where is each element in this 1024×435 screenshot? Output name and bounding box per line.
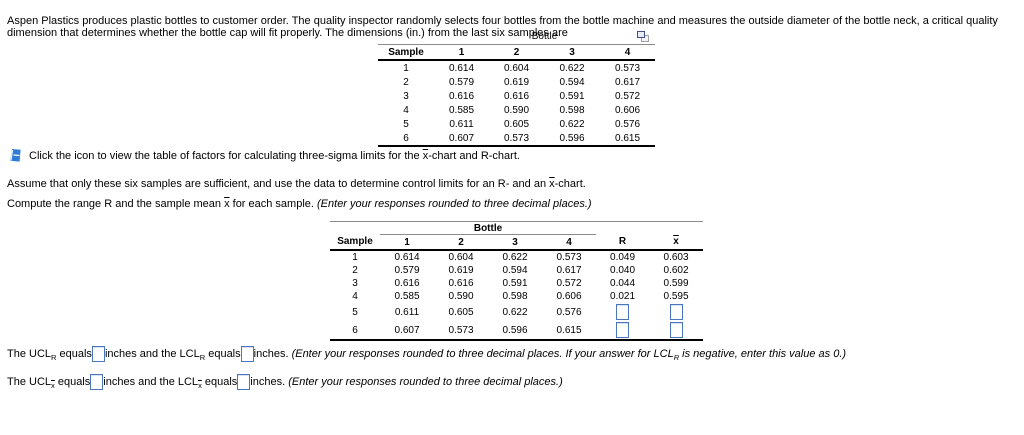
ucl-r-input[interactable] <box>91 346 105 363</box>
col-header-2: 2 <box>489 44 544 61</box>
col-header-4: 4 <box>542 234 597 251</box>
table-row: 3 0.616 0.616 0.591 0.572 0.044 0.599 <box>352 278 689 289</box>
r-input-sample5[interactable] <box>616 304 630 320</box>
r-input-sample6[interactable] <box>616 322 630 338</box>
table-row: 4 0.585 0.590 0.598 0.606 <box>403 104 641 116</box>
table-row: 4 0.585 0.590 0.598 0.606 0.021 0.595 <box>352 291 689 302</box>
col-header-2: 2 <box>434 234 488 251</box>
col-header-r: R <box>596 234 650 251</box>
lcl-xbar-input[interactable] <box>237 374 251 391</box>
table-row: 2 0.579 0.619 0.594 0.617 <box>403 76 641 88</box>
table-row: 5 0.611 0.605 0.622 0.576 <box>403 118 641 130</box>
copy-icon-back <box>641 35 649 42</box>
xbar-input-sample5[interactable] <box>669 304 683 320</box>
initial-samples-table: Bottle Sample 1 2 3 4 1 0.614 0.604 0.622 0.… <box>378 29 656 147</box>
subscript-xbar: x <box>198 381 202 391</box>
xbar-symbol: x <box>673 236 679 248</box>
compute-text: Compute the range R and the sample mean … <box>7 198 592 210</box>
lcl-r-input[interactable] <box>240 346 254 363</box>
table-caption-row: Bottle <box>330 221 703 235</box>
subscript-r: R <box>199 353 206 363</box>
subscript-xbar: x <box>51 381 55 391</box>
xbar-symbol: x <box>224 198 230 210</box>
factor-table-text: Click the icon to view the table of fact… <box>29 149 520 162</box>
col-header-1: 1 <box>380 234 434 251</box>
table-row: 1 0.614 0.604 0.622 0.573 0.049 0.603 <box>352 252 689 263</box>
table-caption-row: Bottle <box>378 29 656 45</box>
factor-table-icon[interactable] <box>8 148 23 163</box>
subscript-r: R <box>51 353 57 363</box>
copy-icon-front <box>637 31 645 38</box>
col-header-1: 1 <box>434 44 489 61</box>
ucl-xbar-input[interactable] <box>90 374 104 391</box>
table-row: 6 0.607 0.573 0.596 0.615 <box>378 131 656 147</box>
answer-table: Bottle Sample 1 2 3 4 R x 1 0.614 0.604 0.6… <box>330 221 704 341</box>
col-header-3: 3 <box>544 44 600 61</box>
subscript-r: R <box>673 353 680 363</box>
answer-table-wrap: Bottle Sample 1 2 3 4 R x 1 0.614 0.604 0.6… <box>330 221 704 341</box>
xbar-limits-note: (Enter your responses rounded to three d… <box>288 376 563 388</box>
xbar-symbol: x <box>549 178 555 190</box>
assume-text: Assume that only these six samples are s… <box>7 178 586 190</box>
table1-caption: Bottle <box>434 29 656 45</box>
xbar-symbol: x <box>422 149 429 162</box>
initial-samples-table-wrap: Bottle Sample 1 2 3 4 1 0.614 0.604 0.622 0.… <box>378 29 656 147</box>
compute-note: (Enter your responses rounded to three d… <box>317 198 592 210</box>
col-header-sample: Sample <box>330 234 380 251</box>
col-header-xbar: x <box>649 234 704 251</box>
xbar-input-sample6[interactable] <box>669 322 683 338</box>
r-limits-sentence: The UCLR equals inches and the LCLR equal… <box>7 346 847 363</box>
table2-caption: Bottle <box>380 221 597 235</box>
col-header-sample: Sample <box>378 44 434 61</box>
xbar-limits-sentence: The UCLx equals inches and the LCLx equal… <box>7 374 563 391</box>
r-limits-note: (Enter your responses rounded to three d… <box>291 348 847 363</box>
col-header-4: 4 <box>600 44 656 61</box>
table-row: 5 0.611 0.605 0.622 0.576 <box>330 303 703 321</box>
table1-header-row: Sample 1 2 3 4 <box>378 44 656 61</box>
table-row: 1 0.614 0.604 0.622 0.573 <box>403 62 641 74</box>
table-row: 6 0.607 0.573 0.596 0.615 <box>330 321 704 341</box>
table-row: 3 0.616 0.616 0.591 0.572 <box>403 90 641 102</box>
copy-table-icon[interactable] <box>637 31 649 42</box>
col-header-3: 3 <box>488 234 542 251</box>
table2-header-row: Sample 1 2 3 4 R x <box>330 234 704 251</box>
factor-table-line: Click the icon to view the table of fact… <box>8 148 520 163</box>
table-row: 2 0.579 0.619 0.594 0.617 0.040 0.602 <box>352 265 689 276</box>
